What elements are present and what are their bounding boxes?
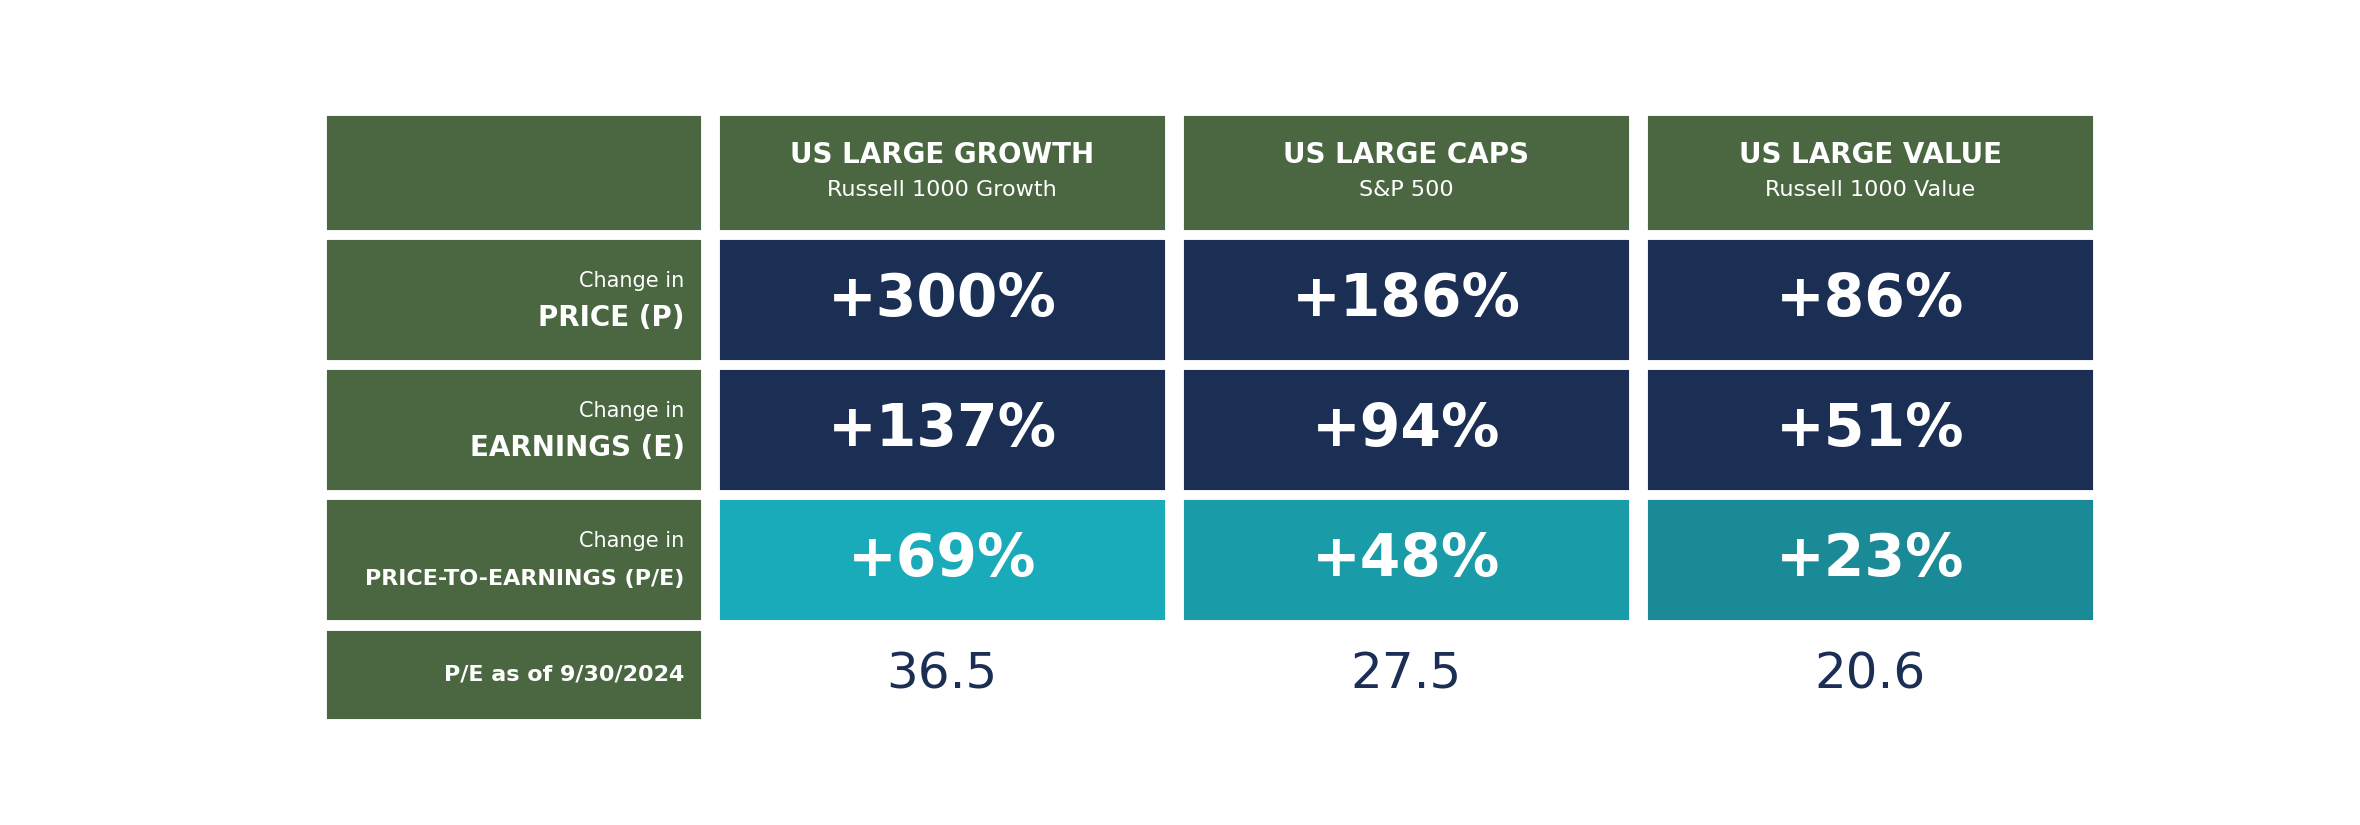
Text: EARNINGS (E): EARNINGS (E) xyxy=(470,435,684,463)
Bar xyxy=(717,497,1166,622)
Text: Change in: Change in xyxy=(578,531,684,551)
Text: Russell 1000 Value: Russell 1000 Value xyxy=(1765,180,1975,200)
Text: +94%: +94% xyxy=(1312,401,1501,458)
Bar xyxy=(323,113,703,232)
Bar xyxy=(1645,367,2096,493)
Bar xyxy=(717,237,1166,362)
Bar xyxy=(323,367,703,493)
Text: US LARGE CAPS: US LARGE CAPS xyxy=(1284,140,1529,168)
Text: PRICE-TO-EARNINGS (P/E): PRICE-TO-EARNINGS (P/E) xyxy=(366,568,684,589)
Bar xyxy=(323,237,703,362)
Text: +300%: +300% xyxy=(828,271,1057,328)
Bar xyxy=(1182,628,1631,721)
Bar xyxy=(717,367,1166,493)
Text: S&P 500: S&P 500 xyxy=(1359,180,1454,200)
Text: +186%: +186% xyxy=(1291,271,1520,328)
Text: 20.6: 20.6 xyxy=(1815,650,1926,698)
Text: Change in: Change in xyxy=(578,401,684,421)
Text: 36.5: 36.5 xyxy=(887,650,998,698)
Bar xyxy=(1182,237,1631,362)
Text: +48%: +48% xyxy=(1312,531,1501,588)
Text: PRICE (P): PRICE (P) xyxy=(538,304,684,332)
Bar xyxy=(1645,237,2096,362)
Bar xyxy=(717,113,1166,232)
Bar xyxy=(1645,497,2096,622)
Bar xyxy=(323,628,703,721)
Text: +69%: +69% xyxy=(847,531,1036,588)
Text: US LARGE VALUE: US LARGE VALUE xyxy=(1739,140,2001,168)
Text: 27.5: 27.5 xyxy=(1350,650,1461,698)
Text: Russell 1000 Growth: Russell 1000 Growth xyxy=(828,180,1057,200)
Bar xyxy=(1645,113,2096,232)
Text: P/E as of 9/30/2024: P/E as of 9/30/2024 xyxy=(444,664,684,684)
Bar xyxy=(1182,497,1631,622)
Text: +86%: +86% xyxy=(1775,271,1964,328)
Bar xyxy=(1182,113,1631,232)
Bar xyxy=(717,628,1166,721)
Text: +137%: +137% xyxy=(828,401,1057,458)
Bar xyxy=(1645,628,2096,721)
Text: +51%: +51% xyxy=(1775,401,1964,458)
Bar xyxy=(1182,367,1631,493)
Text: Change in: Change in xyxy=(578,271,684,290)
Text: US LARGE GROWTH: US LARGE GROWTH xyxy=(791,140,1095,168)
Text: +23%: +23% xyxy=(1775,531,1964,588)
Bar xyxy=(323,497,703,622)
